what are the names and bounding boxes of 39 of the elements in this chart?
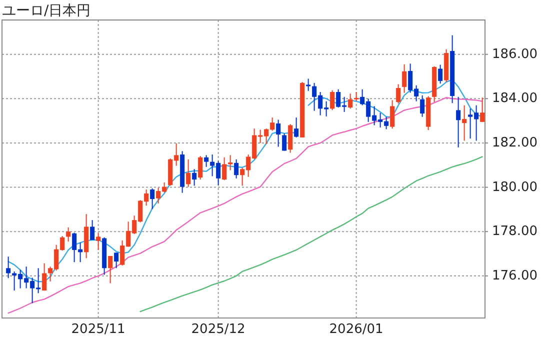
line-series [140, 156, 483, 312]
candlestick [186, 158, 191, 188]
candlestick [390, 100, 395, 130]
x-tick-label: 2025/12 [191, 322, 246, 337]
candlestick [204, 154, 209, 168]
y-tick-label: 176.00 [492, 268, 538, 284]
candlestick [402, 64, 407, 94]
candlestick [348, 93, 353, 110]
candlestick [420, 94, 425, 118]
candlestick [192, 168, 197, 186]
chart-title: ユーロ/日本円 [2, 3, 91, 19]
candlestick [462, 104, 467, 142]
line-series [8, 96, 483, 314]
candlestick [114, 252, 119, 269]
x-tick-label: 2026/01 [329, 322, 384, 337]
candlestick [198, 156, 203, 180]
candlestick [282, 132, 287, 152]
candlestick [150, 188, 155, 210]
candlestick [66, 226, 71, 242]
candlestick [108, 255, 113, 284]
candlestick [438, 64, 443, 84]
y-tick-label: 186.00 [492, 46, 538, 62]
y-tick-label: 184.00 [492, 91, 538, 106]
candlestick [42, 262, 47, 292]
candlestick [396, 84, 401, 104]
candlestick [456, 96, 461, 148]
candlestick [222, 156, 227, 181]
y-tick-label: 178.00 [492, 224, 538, 240]
y-tick-label: 180.00 [492, 180, 538, 195]
candlestick [96, 232, 101, 250]
y-tick-label: 182.00 [492, 136, 538, 151]
candlestick [90, 220, 95, 241]
candlestick [6, 256, 11, 279]
candlestick [294, 116, 299, 138]
candlestick [306, 78, 311, 92]
x-tick-label: 2025/11 [71, 322, 126, 337]
candlestick [330, 90, 335, 111]
candlestick [234, 158, 239, 179]
candlestick [276, 119, 281, 148]
